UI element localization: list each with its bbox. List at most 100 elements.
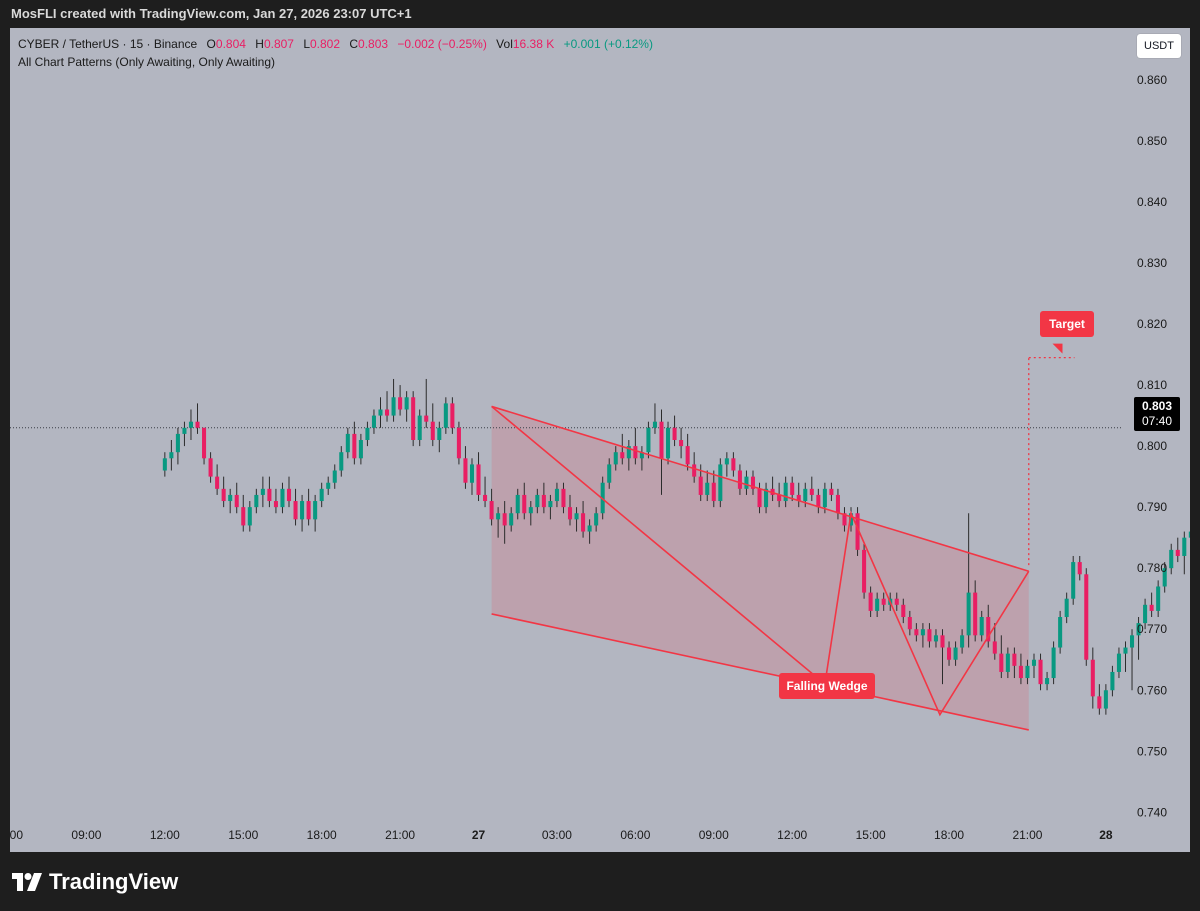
y-tick-label: 0.770	[1137, 622, 1167, 636]
y-tick-label: 0.860	[1137, 73, 1167, 87]
candle-body	[306, 501, 311, 520]
candle-body	[737, 470, 742, 489]
candle-body	[1005, 653, 1010, 672]
candle-body	[404, 397, 409, 410]
candle-body	[626, 446, 631, 459]
candle-body	[1064, 598, 1069, 618]
candle-body	[1018, 665, 1023, 679]
chart-area[interactable]: 0.740 0.750 0.760 0.770 0.780 0.790 0.800 0.810…	[10, 28, 1190, 852]
candle-body	[796, 494, 801, 502]
candle-body	[1077, 562, 1082, 575]
candle-body	[1143, 604, 1148, 624]
candle-body	[515, 494, 520, 514]
candle-body	[411, 397, 416, 440]
candle-body	[430, 421, 435, 440]
candle-body	[1149, 604, 1154, 611]
candle-body	[1175, 549, 1180, 556]
candle-body	[1188, 531, 1190, 538]
falling-wedge-label[interactable]: Falling Wedge	[779, 673, 875, 699]
candle-body	[1090, 659, 1095, 697]
candle-body	[339, 452, 344, 471]
candle-body	[672, 427, 677, 440]
y-tick-label: 0.810	[1137, 378, 1167, 392]
wedge-zigzag	[491, 405, 1030, 717]
candle-body	[398, 397, 403, 410]
candle-body	[992, 641, 997, 654]
candle-body	[371, 415, 376, 428]
candle-body	[378, 409, 383, 416]
candle-body	[522, 494, 527, 514]
candle-body	[685, 446, 690, 465]
x-tick-label: 15:00	[228, 828, 258, 842]
candle-body	[620, 452, 625, 459]
candle-body	[633, 446, 638, 459]
candle-body	[803, 488, 808, 502]
candle-body	[1169, 549, 1174, 569]
wedge-upper-line	[491, 405, 1030, 572]
tradingview-brand[interactable]: TradingView	[12, 869, 178, 895]
candle-body	[260, 488, 265, 495]
candle-body	[469, 464, 475, 483]
volume-label: Vol	[496, 37, 513, 51]
candle-body	[881, 598, 886, 605]
x-tick-label: 12:00	[150, 828, 180, 842]
x-tick-label: 15:00	[856, 828, 886, 842]
target-label-pointer	[1052, 343, 1063, 354]
volume-change: +0.001 (+0.12%)	[563, 37, 653, 51]
candle-body	[842, 513, 847, 526]
symbol-legend: CYBER / TetherUS · 15 · Binance O0.804 H…	[18, 37, 653, 69]
low-value: 0.802	[310, 37, 341, 51]
symbol-title[interactable]: CYBER / TetherUS · 15 · Binance	[18, 37, 198, 51]
footer: TradingView	[0, 852, 1200, 911]
candle-body	[659, 421, 664, 459]
high-value: 0.807	[263, 37, 294, 51]
price-chart[interactable]: 0.740 0.750 0.760 0.770 0.780 0.790 0.800 0.810…	[10, 28, 1190, 852]
candle-body	[280, 488, 285, 508]
candle-body	[920, 629, 925, 636]
close-value: 0.803	[358, 37, 389, 51]
y-tick-label: 0.790	[1137, 500, 1167, 514]
last-price-value: 0.803	[1141, 399, 1173, 413]
candle-body	[365, 427, 370, 440]
candle-body	[666, 427, 671, 459]
candle-body	[548, 501, 553, 508]
brand-name: TradingView	[49, 869, 179, 894]
candle-body	[581, 513, 586, 532]
candle-body	[848, 513, 854, 526]
target-label[interactable]: Target	[1040, 311, 1094, 337]
indicator-title[interactable]: All Chart Patterns (Only Awaiting, Only …	[18, 55, 276, 69]
high-label: H	[255, 37, 264, 51]
ohlc-row: CYBER / TetherUS · 15 · Binance O0.804 H…	[18, 37, 653, 51]
candle-body	[894, 598, 899, 605]
candle-body	[973, 592, 978, 636]
candle-body	[731, 458, 736, 471]
candle-body	[502, 513, 507, 526]
candle-body	[300, 501, 305, 520]
candle-body	[907, 617, 912, 630]
candle-body	[528, 507, 533, 514]
candle-body	[1025, 665, 1030, 679]
candle-body	[1123, 647, 1128, 654]
candle-body	[790, 482, 795, 495]
candle-body	[1129, 635, 1135, 648]
candle-body	[587, 525, 592, 532]
open-value: 0.804	[215, 37, 246, 51]
candle-body	[358, 440, 363, 459]
candle-body	[1058, 617, 1063, 648]
x-tick-label: 18:00	[934, 828, 964, 842]
candle-body	[247, 507, 252, 526]
candle-body	[535, 494, 540, 508]
candle-body	[483, 494, 488, 502]
candle-body	[692, 464, 697, 477]
candle-body	[999, 653, 1004, 672]
open-label: O	[206, 37, 216, 51]
candle-body	[960, 635, 965, 648]
candle-body	[286, 488, 292, 502]
candle-body	[424, 415, 429, 422]
candle-body	[1071, 562, 1076, 599]
candle-body	[705, 482, 710, 495]
currency-button[interactable]: USDT	[1137, 34, 1181, 58]
x-tick-label: 12:00	[777, 828, 807, 842]
candle-body	[777, 494, 782, 502]
candle-body	[1045, 678, 1050, 685]
